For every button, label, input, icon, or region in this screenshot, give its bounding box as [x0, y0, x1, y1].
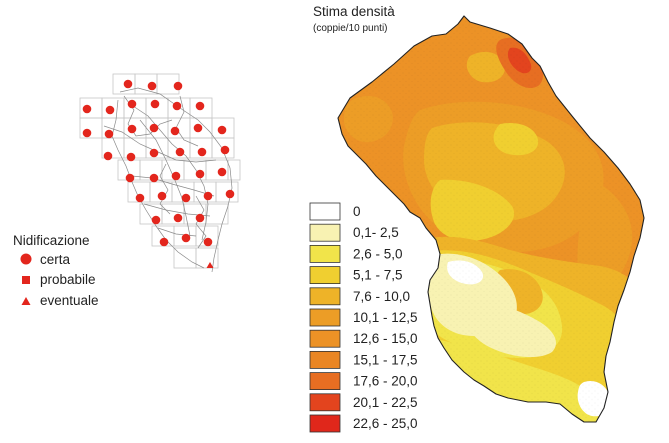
density-legend-swatch — [309, 244, 341, 263]
density-legend-swatch — [309, 350, 341, 369]
eventual-nesting-triangle — [206, 262, 214, 268]
density-legend-swatch — [309, 414, 341, 433]
density-legend-swatch — [309, 372, 341, 391]
triangle-icon — [21, 297, 31, 305]
density-legend-label: 0 — [353, 204, 361, 219]
nesting-legend: Nidificazione certa probabile eventuale — [13, 233, 99, 308]
density-legend-label: 7,6 - 10,0 — [353, 289, 410, 304]
density-legend-label: 2,6 - 5,0 — [353, 246, 403, 261]
density-legend-swatch — [309, 393, 341, 412]
density-legend-label: 0,1- 2,5 — [353, 225, 399, 240]
density-legend-label: 20,1 - 22,5 — [353, 395, 418, 410]
nesting-dots — [82, 79, 235, 247]
density-legend-swatch — [309, 329, 341, 348]
density-title: Stima densità — [313, 4, 395, 19]
density-legend-label: 10,1 - 12,5 — [353, 310, 418, 325]
survey-grid-cells — [79, 73, 241, 269]
density-legend-label: 5,1 - 7,5 — [353, 268, 403, 283]
density-legend-swatch — [309, 202, 341, 221]
density-legend-label: 12,6 - 15,0 — [353, 331, 418, 346]
survey-grid-map — [79, 73, 241, 273]
density-legend-swatch — [309, 287, 341, 306]
density-legend-swatch — [309, 308, 341, 327]
density-legend-label: 22,6 - 25,0 — [353, 416, 418, 431]
nesting-legend-probabile: probabile — [40, 272, 96, 287]
nesting-legend-certa: certa — [40, 252, 71, 267]
density-legend-swatch — [309, 266, 341, 285]
coastline — [337, 15, 645, 423]
density-legend-label: 17,6 - 20,0 — [353, 374, 418, 389]
circle-icon — [20, 253, 32, 265]
nesting-legend-eventuale: eventuale — [40, 293, 99, 308]
nesting-legend-title: Nidificazione — [13, 233, 90, 248]
density-subtitle: (coppie/10 punti) — [313, 23, 388, 34]
density-legend: 0 0,1- 2,5 2,6 - 5,0 5,1 - 7,5 7,6 - 10,0 10,… — [309, 202, 418, 433]
square-icon — [22, 276, 30, 284]
density-legend-label: 15,1 - 17,5 — [353, 352, 418, 367]
density-legend-swatch — [309, 223, 341, 242]
